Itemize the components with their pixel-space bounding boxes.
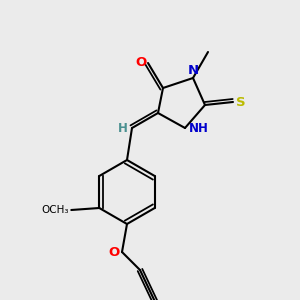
Text: N: N (188, 64, 199, 76)
Text: H: H (118, 122, 128, 134)
Text: O: O (135, 56, 147, 70)
Text: O: O (108, 245, 120, 259)
Text: NH: NH (189, 122, 209, 134)
Text: S: S (236, 95, 246, 109)
Text: OCH₃: OCH₃ (41, 205, 69, 215)
